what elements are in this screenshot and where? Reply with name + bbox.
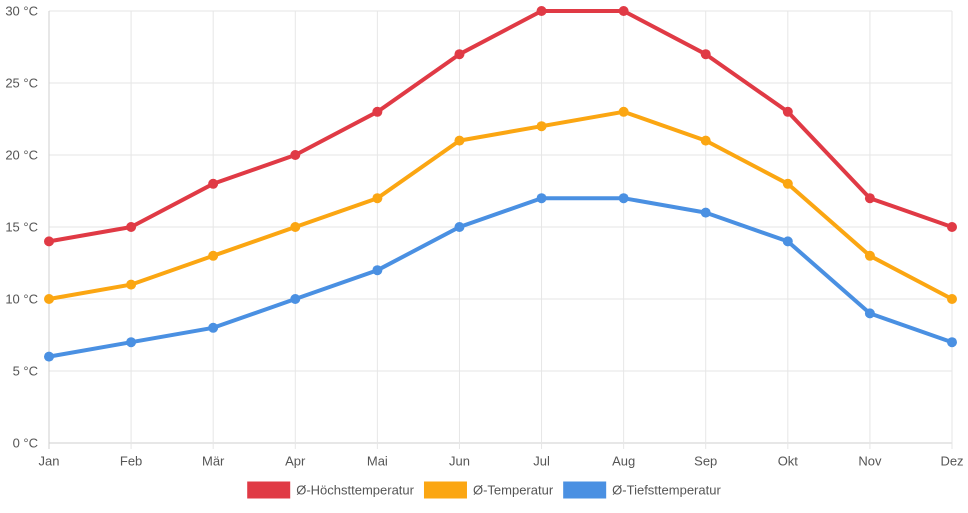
data-point	[782, 106, 793, 117]
series-points	[44, 6, 957, 362]
data-point	[372, 265, 383, 276]
x-tick-label: Jan	[39, 454, 60, 469]
y-tick-label: 5 °C	[13, 364, 38, 379]
data-point	[864, 250, 875, 261]
series-lines	[47, 9, 954, 359]
data-point	[700, 49, 711, 60]
series-line	[47, 9, 954, 244]
data-point	[700, 135, 711, 146]
data-point	[864, 193, 875, 204]
legend-item: Ø-Höchsttemperatur	[247, 481, 415, 499]
legend-label: Ø-Temperatur	[473, 483, 554, 498]
x-tick-label: Feb	[120, 454, 142, 469]
x-tick-label: Dez	[940, 454, 963, 469]
data-point	[618, 106, 629, 117]
data-point	[208, 322, 219, 333]
x-tick-label: Mär	[202, 454, 225, 469]
legend-item: Ø-Temperatur	[423, 481, 554, 499]
series-line	[47, 196, 954, 359]
x-tick-label: Jun	[449, 454, 470, 469]
legend-label: Ø-Tiefsttemperatur	[612, 483, 721, 498]
data-point	[126, 222, 137, 232]
y-tick-label: 10 °C	[5, 292, 38, 307]
legend-label: Ø-Höchsttemperatur	[296, 483, 414, 498]
data-point	[44, 294, 54, 304]
x-tick-label: Sep	[694, 454, 717, 469]
grid	[48, 10, 953, 449]
y-axis: 0 °C 5 °C 10 °C 15 °C 20 °C 25 °C 30 °C	[5, 4, 38, 451]
data-point	[618, 6, 629, 16]
y-tick-label: 0 °C	[13, 436, 38, 451]
data-point	[44, 236, 54, 247]
data-point	[208, 250, 219, 261]
x-tick-label: Okt	[778, 454, 799, 469]
data-point	[618, 193, 629, 204]
data-point	[290, 222, 301, 232]
data-point	[290, 294, 301, 304]
data-point	[947, 337, 957, 348]
data-point	[44, 351, 54, 362]
data-point	[947, 294, 957, 304]
x-tick-label: Aug	[612, 454, 635, 469]
data-point	[372, 106, 383, 117]
data-point	[536, 6, 547, 16]
x-tick-label: Apr	[285, 454, 306, 469]
y-tick-label: 15 °C	[5, 220, 38, 235]
legend-swatch	[563, 481, 607, 499]
data-point	[782, 178, 793, 189]
data-point	[454, 49, 465, 60]
data-point	[454, 222, 465, 232]
data-point	[372, 193, 383, 204]
data-point	[536, 121, 547, 132]
data-point	[126, 279, 137, 290]
data-point	[947, 222, 957, 232]
data-point	[126, 337, 137, 348]
legend-swatch	[247, 481, 291, 499]
legend: Ø-Höchsttemperatur Ø-Temperatur Ø-Tiefstte…	[247, 481, 721, 499]
x-tick-label: Nov	[858, 454, 882, 469]
data-point	[290, 150, 301, 160]
y-tick-label: 30 °C	[5, 4, 38, 19]
x-tick-label: Jul	[533, 454, 550, 469]
series-line	[47, 109, 954, 301]
y-tick-label: 25 °C	[5, 76, 38, 91]
data-point	[864, 308, 875, 319]
x-tick-label: Mai	[367, 454, 388, 469]
data-point	[782, 236, 793, 247]
legend-item: Ø-Tiefsttemperatur	[563, 481, 721, 499]
data-point	[536, 193, 547, 204]
x-axis: Jan Feb Mär Apr Mai Jun Jul Aug Sep Okt Nov Dez	[39, 454, 964, 469]
data-point	[700, 207, 711, 218]
y-tick-label: 20 °C	[5, 148, 38, 163]
legend-swatch	[423, 481, 467, 499]
data-point	[454, 135, 465, 146]
data-point	[208, 178, 219, 189]
